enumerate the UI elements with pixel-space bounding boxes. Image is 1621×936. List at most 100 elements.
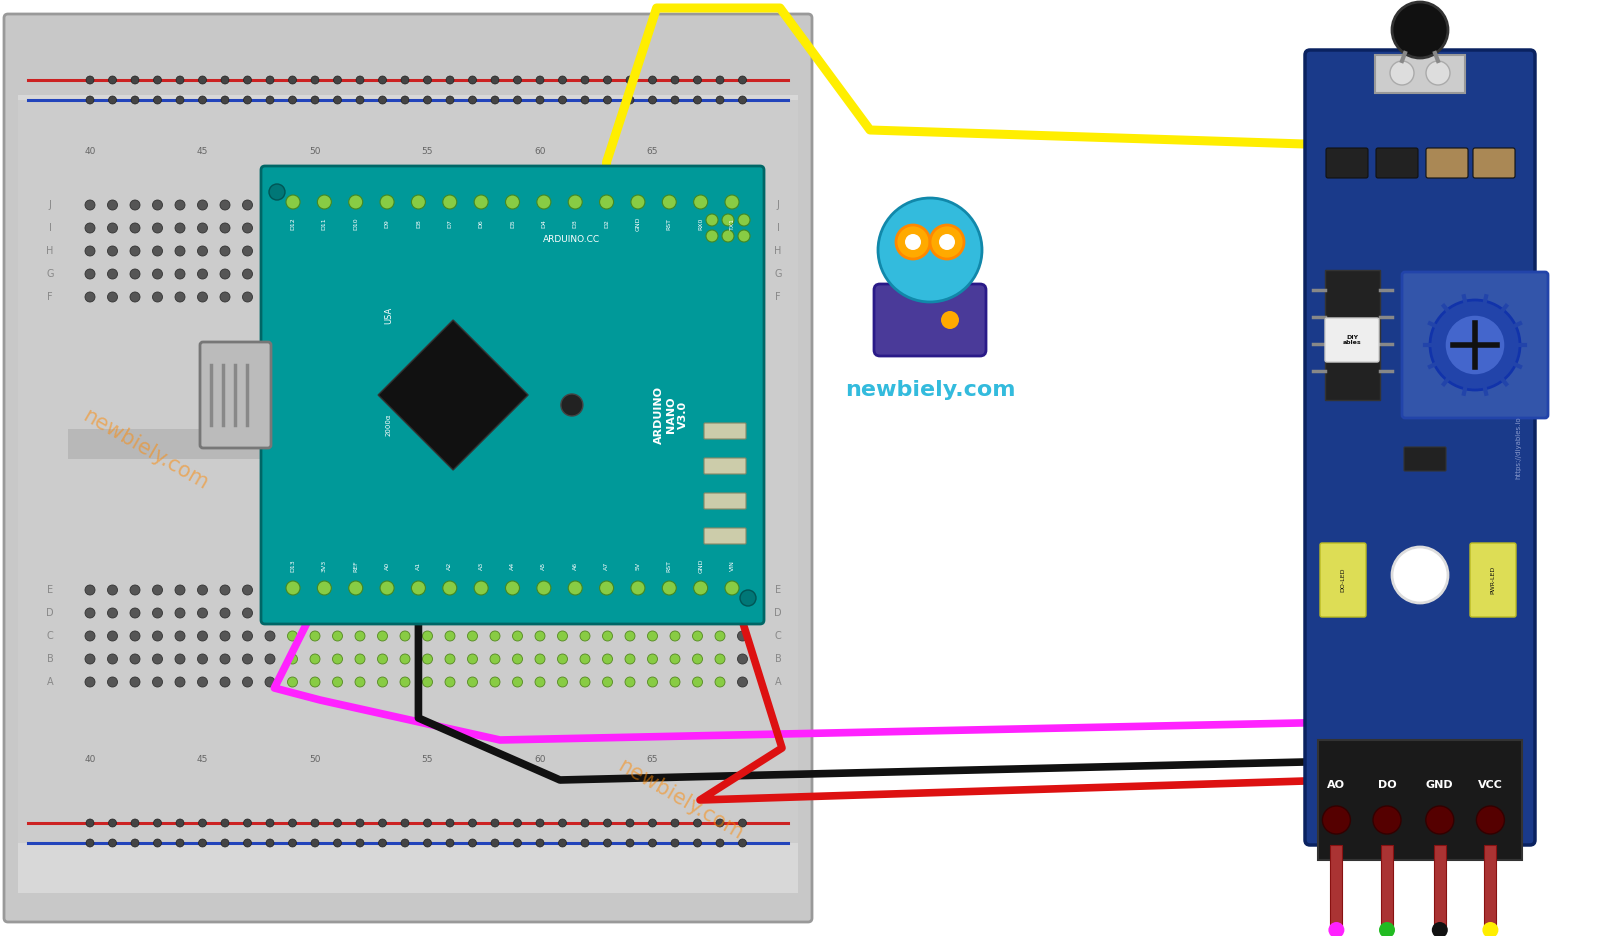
Circle shape [558, 292, 567, 302]
Circle shape [357, 839, 365, 847]
Circle shape [715, 200, 725, 210]
FancyBboxPatch shape [1404, 447, 1446, 471]
Circle shape [558, 654, 567, 664]
Circle shape [580, 819, 588, 827]
Circle shape [109, 839, 117, 847]
Circle shape [663, 195, 676, 209]
Circle shape [355, 246, 365, 256]
Circle shape [198, 292, 207, 302]
Circle shape [355, 269, 365, 279]
Circle shape [423, 631, 433, 641]
Circle shape [334, 96, 342, 104]
Circle shape [715, 246, 725, 256]
Circle shape [603, 200, 613, 210]
Circle shape [942, 311, 960, 329]
Circle shape [264, 585, 276, 595]
Circle shape [535, 200, 545, 210]
Circle shape [264, 631, 276, 641]
Circle shape [400, 608, 410, 618]
Bar [68, 429, 747, 459]
Circle shape [152, 631, 162, 641]
Circle shape [446, 819, 454, 827]
Circle shape [130, 292, 139, 302]
Text: 65: 65 [647, 755, 658, 765]
Text: 5V: 5V [635, 562, 640, 570]
Circle shape [86, 76, 94, 84]
Text: E: E [775, 585, 781, 595]
Circle shape [177, 96, 185, 104]
Text: D11: D11 [323, 218, 327, 230]
Circle shape [198, 223, 207, 233]
Circle shape [310, 246, 319, 256]
Circle shape [332, 269, 342, 279]
Circle shape [694, 76, 702, 84]
Circle shape [378, 200, 387, 210]
Circle shape [107, 608, 117, 618]
Circle shape [198, 839, 206, 847]
Circle shape [490, 631, 499, 641]
Text: A4: A4 [511, 562, 515, 570]
Circle shape [378, 819, 386, 827]
Circle shape [423, 819, 431, 827]
Circle shape [626, 654, 635, 664]
Text: 40: 40 [84, 148, 96, 156]
Circle shape [423, 839, 431, 847]
Circle shape [715, 654, 725, 664]
Text: A1: A1 [417, 562, 421, 570]
Circle shape [287, 200, 298, 210]
Circle shape [446, 200, 456, 210]
Circle shape [84, 608, 96, 618]
Circle shape [379, 195, 394, 209]
Circle shape [467, 677, 478, 687]
Text: A5: A5 [541, 562, 546, 570]
Circle shape [175, 585, 185, 595]
Circle shape [648, 839, 657, 847]
Text: VIN: VIN [729, 561, 734, 572]
Circle shape [603, 269, 613, 279]
Circle shape [512, 269, 522, 279]
Text: 40: 40 [84, 755, 96, 765]
Bar [1381, 845, 1392, 930]
Circle shape [626, 631, 635, 641]
Circle shape [379, 581, 394, 595]
Circle shape [535, 223, 545, 233]
Circle shape [264, 223, 276, 233]
Circle shape [694, 839, 702, 847]
Circle shape [152, 608, 162, 618]
Circle shape [266, 819, 274, 827]
Bar [1485, 845, 1496, 930]
Circle shape [603, 819, 611, 827]
Circle shape [310, 631, 319, 641]
Circle shape [400, 819, 408, 827]
Circle shape [558, 677, 567, 687]
Circle shape [580, 223, 590, 233]
Circle shape [334, 76, 342, 84]
Circle shape [626, 585, 635, 595]
Circle shape [603, 585, 613, 595]
Circle shape [243, 654, 253, 664]
Circle shape [739, 76, 747, 84]
Circle shape [287, 631, 298, 641]
Circle shape [694, 819, 702, 827]
Circle shape [107, 246, 117, 256]
Circle shape [355, 585, 365, 595]
Circle shape [332, 585, 342, 595]
Text: E: E [47, 585, 53, 595]
Circle shape [647, 269, 658, 279]
Text: RX0: RX0 [699, 218, 704, 230]
Circle shape [243, 839, 251, 847]
Circle shape [648, 76, 657, 84]
Text: USA: USA [384, 306, 394, 324]
Circle shape [716, 839, 725, 847]
Text: RST: RST [666, 560, 671, 572]
Circle shape [130, 223, 139, 233]
Circle shape [626, 76, 634, 84]
Circle shape [692, 292, 702, 302]
Circle shape [264, 200, 276, 210]
FancyBboxPatch shape [3, 14, 812, 922]
Bar [1318, 740, 1522, 860]
Circle shape [580, 96, 588, 104]
Circle shape [220, 677, 230, 687]
Circle shape [1392, 2, 1448, 58]
Circle shape [561, 394, 584, 416]
